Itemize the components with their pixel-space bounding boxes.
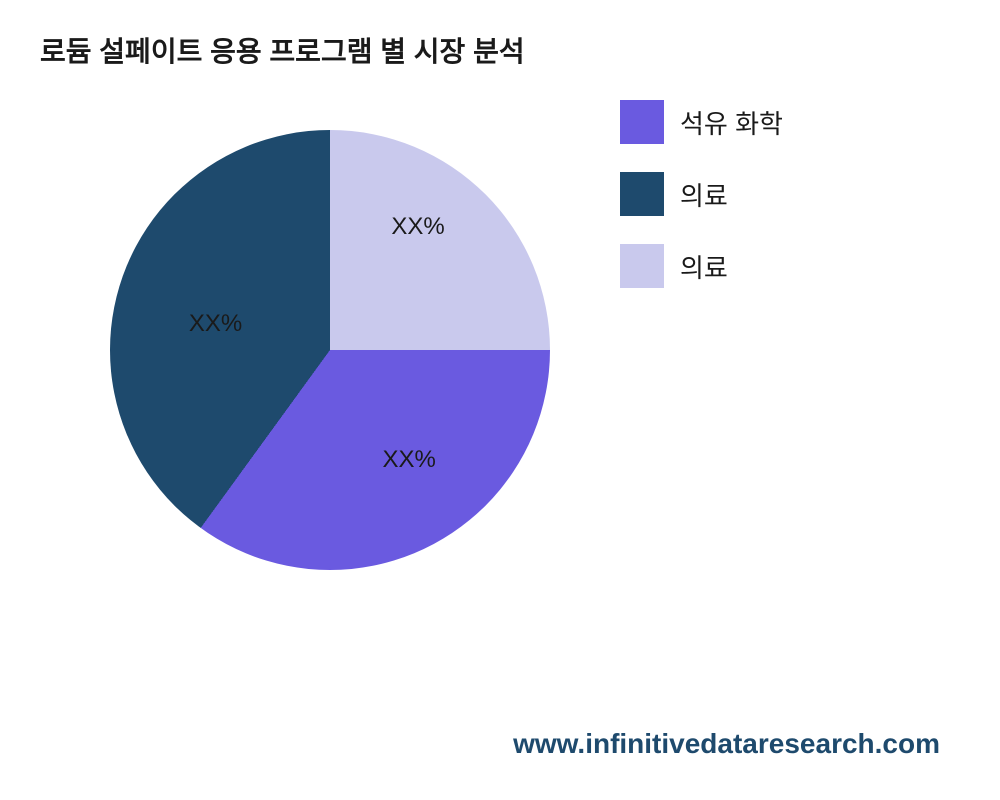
legend-label: 의료 (680, 176, 728, 213)
legend-item: 석유 화학 (620, 100, 783, 144)
pie-graphic: XX% XX% XX% (110, 130, 550, 570)
legend-swatch (620, 100, 664, 144)
legend-label: 석유 화학 (680, 104, 783, 141)
chart-title: 로듐 설페이트 응용 프로그램 별 시장 분석 (40, 30, 525, 70)
slice-label: XX% (189, 310, 242, 338)
slice-label: XX% (391, 213, 444, 241)
legend-swatch (620, 172, 664, 216)
legend-item: 의료 (620, 172, 783, 216)
source-link[interactable]: www.infinitivedataresearch.com (513, 728, 940, 760)
legend-swatch (620, 244, 664, 288)
slice-label: XX% (383, 446, 436, 474)
pie-chart: XX% XX% XX% (80, 100, 580, 600)
legend-label: 의료 (680, 248, 728, 285)
legend-item: 의료 (620, 244, 783, 288)
legend: 석유 화학의료의료 (620, 100, 783, 288)
